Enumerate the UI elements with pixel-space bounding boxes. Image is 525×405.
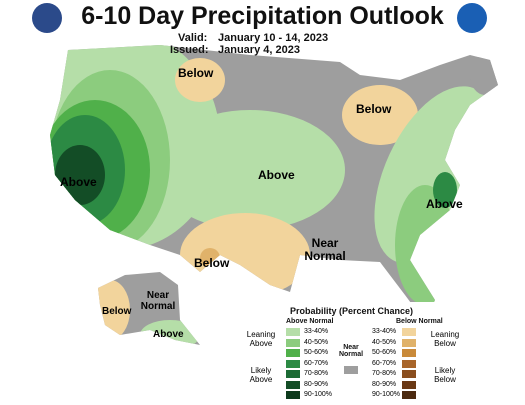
legend-swatch xyxy=(286,359,300,368)
legend-swatch xyxy=(402,391,416,399)
issued-date: January 4, 2023 xyxy=(218,44,300,56)
legend-swatch xyxy=(286,391,300,399)
legend-range: 40-50% xyxy=(304,338,329,346)
map-label: Below xyxy=(102,306,132,317)
legend-swatch xyxy=(402,359,416,368)
map-label: Above xyxy=(153,329,184,340)
map-label: Above xyxy=(426,197,463,211)
legend-range: 40-50% xyxy=(372,338,397,346)
map-label: Above xyxy=(60,175,97,189)
map-label: Below xyxy=(194,256,230,270)
map-label: Below xyxy=(178,66,214,80)
legend-swatch xyxy=(286,328,300,336)
legend-swatch xyxy=(286,349,300,357)
legend-range: 33-40% xyxy=(304,328,329,335)
legend-swatch xyxy=(286,380,300,389)
title: 6-10 Day Precipitation Outlook xyxy=(81,2,444,30)
valid-label: Valid: xyxy=(178,32,208,44)
legend-swatch xyxy=(402,370,416,378)
legend-group: Likely Above xyxy=(249,366,273,384)
map-label: Near Normal xyxy=(140,290,176,312)
legend-group: Leaning Above xyxy=(246,330,276,348)
legend-heading: Near Normal xyxy=(338,344,364,358)
legend-range: 33-40% xyxy=(372,328,397,335)
legend-range: 80-90% xyxy=(304,380,329,388)
legend-title: Probability (Percent Chance) xyxy=(290,306,414,316)
legend-range: 50-60% xyxy=(372,349,397,356)
legend-range: 60-70% xyxy=(304,359,329,367)
legend-range: 90-100% xyxy=(304,391,333,398)
legend-heading: Below Normal xyxy=(396,318,443,325)
legend-swatch xyxy=(402,349,416,357)
legend-range: 50-60% xyxy=(304,349,329,356)
legend-group: Leaning Below xyxy=(430,330,460,348)
near-swatch xyxy=(344,366,358,374)
legend-range: 70-80% xyxy=(304,370,329,377)
map-label: Near Normal xyxy=(304,236,346,263)
legend-swatch xyxy=(286,338,300,347)
legend-range: 60-70% xyxy=(372,359,397,367)
legend-range: 80-90% xyxy=(372,380,397,388)
legend-swatch xyxy=(402,338,416,347)
noaa-logo xyxy=(457,3,487,33)
legend-swatch xyxy=(402,328,416,336)
legend-range: 90-100% xyxy=(372,391,401,398)
map-label: Below xyxy=(356,102,392,116)
legend-heading: Above Normal xyxy=(286,318,334,325)
valid-dates: January 10 - 14, 2023 xyxy=(218,32,329,44)
map-label: Above xyxy=(258,168,295,182)
legend-range: 70-80% xyxy=(372,370,397,377)
legend-box xyxy=(238,302,470,402)
legend-swatch xyxy=(402,380,416,389)
legend-group: Likely Below xyxy=(434,366,456,384)
issued-label: Issued: xyxy=(170,44,209,56)
agency-logo xyxy=(32,3,62,33)
legend-swatch xyxy=(286,370,300,378)
